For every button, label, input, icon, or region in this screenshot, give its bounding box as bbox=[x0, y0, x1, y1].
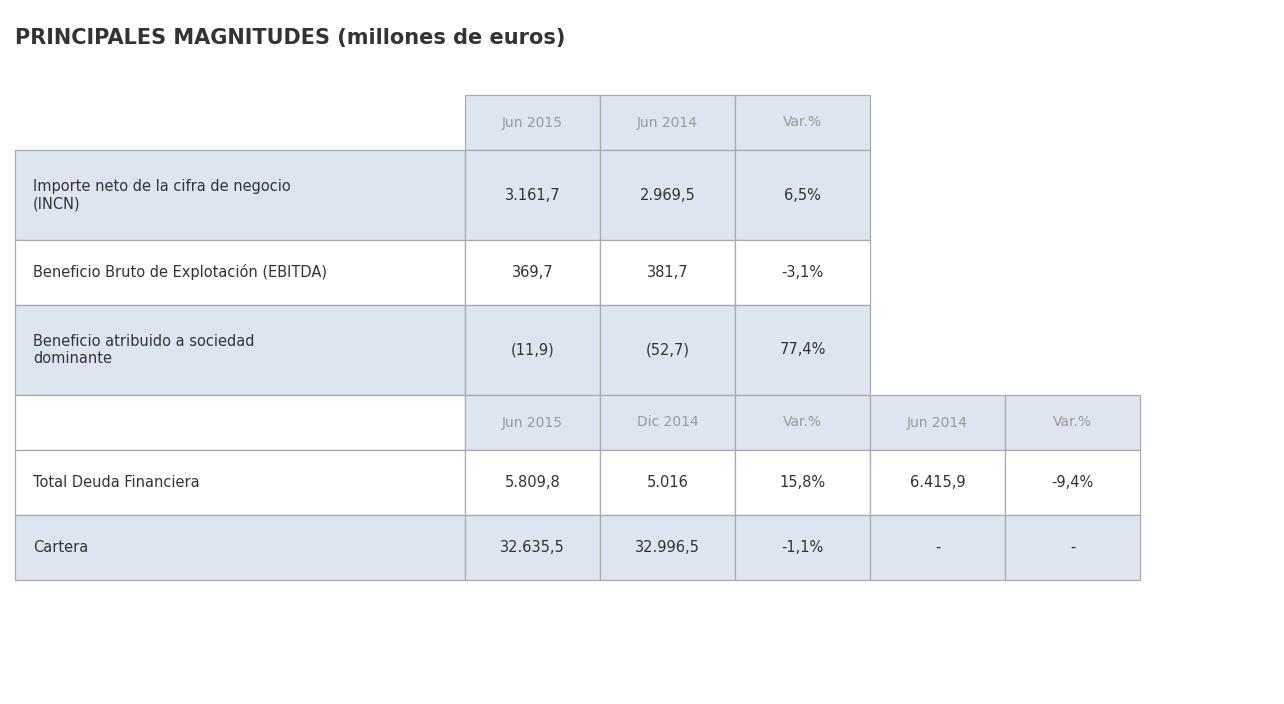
Text: Jun 2015: Jun 2015 bbox=[502, 115, 562, 130]
Text: 381,7: 381,7 bbox=[647, 265, 688, 280]
Text: Beneficio atribuido a sociedad
dominante: Beneficio atribuido a sociedad dominante bbox=[33, 334, 254, 366]
Text: (11,9): (11,9) bbox=[511, 343, 555, 358]
Bar bbox=[600, 95, 734, 150]
Bar bbox=[465, 240, 600, 305]
Text: 6,5%: 6,5% bbox=[785, 187, 820, 203]
Bar bbox=[465, 150, 600, 240]
Bar bbox=[600, 305, 734, 395]
Text: Jun 2014: Jun 2014 bbox=[907, 415, 968, 429]
Bar bbox=[600, 395, 734, 450]
Bar bbox=[15, 395, 465, 450]
Bar bbox=[465, 450, 600, 515]
Bar bbox=[734, 95, 871, 150]
Text: Jun 2014: Jun 2014 bbox=[637, 115, 698, 130]
Text: Var.%: Var.% bbox=[1053, 415, 1091, 429]
Bar bbox=[734, 450, 871, 515]
Bar bbox=[734, 395, 871, 450]
Text: Cartera: Cartera bbox=[33, 540, 89, 555]
Text: 3.161,7: 3.161,7 bbox=[505, 187, 560, 203]
Text: 5.809,8: 5.809,8 bbox=[505, 475, 560, 490]
Text: Total Deuda Financiera: Total Deuda Financiera bbox=[33, 475, 199, 490]
Bar bbox=[600, 515, 734, 580]
Text: -3,1%: -3,1% bbox=[782, 265, 823, 280]
Bar bbox=[1005, 515, 1140, 580]
Text: Var.%: Var.% bbox=[783, 415, 822, 429]
Bar bbox=[465, 305, 600, 395]
Bar bbox=[871, 395, 1005, 450]
Text: -9,4%: -9,4% bbox=[1052, 475, 1094, 490]
Text: Dic 2014: Dic 2014 bbox=[637, 415, 698, 429]
Text: (52,7): (52,7) bbox=[646, 343, 690, 358]
Bar bbox=[1005, 450, 1140, 515]
Bar bbox=[734, 150, 871, 240]
Text: Jun 2015: Jun 2015 bbox=[502, 415, 562, 429]
Text: 5.016: 5.016 bbox=[647, 475, 688, 490]
Bar bbox=[15, 305, 465, 395]
Bar bbox=[15, 515, 465, 580]
Bar bbox=[734, 240, 871, 305]
Text: Importe neto de la cifra de negocio
(INCN): Importe neto de la cifra de negocio (INC… bbox=[33, 179, 290, 211]
Text: 6.415,9: 6.415,9 bbox=[909, 475, 966, 490]
Text: 77,4%: 77,4% bbox=[779, 343, 826, 358]
Bar bbox=[465, 395, 600, 450]
Bar bbox=[15, 450, 465, 515]
Bar bbox=[15, 240, 465, 305]
Text: -: - bbox=[1070, 540, 1075, 555]
Text: 32.635,5: 32.635,5 bbox=[501, 540, 565, 555]
Bar bbox=[465, 515, 600, 580]
Text: PRINCIPALES MAGNITUDES (millones de euros): PRINCIPALES MAGNITUDES (millones de euro… bbox=[15, 28, 565, 48]
Bar bbox=[734, 515, 871, 580]
Bar bbox=[600, 150, 734, 240]
Bar bbox=[871, 515, 1005, 580]
Bar bbox=[15, 150, 465, 240]
Text: -: - bbox=[935, 540, 940, 555]
Text: 2.969,5: 2.969,5 bbox=[639, 187, 696, 203]
Text: -1,1%: -1,1% bbox=[782, 540, 823, 555]
Bar bbox=[734, 305, 871, 395]
Text: 15,8%: 15,8% bbox=[779, 475, 826, 490]
Text: 369,7: 369,7 bbox=[512, 265, 553, 280]
Bar bbox=[871, 450, 1005, 515]
Bar bbox=[1005, 395, 1140, 450]
Bar bbox=[465, 95, 600, 150]
Text: Var.%: Var.% bbox=[783, 115, 822, 130]
Bar bbox=[600, 240, 734, 305]
Bar bbox=[600, 450, 734, 515]
Text: Beneficio Bruto de Explotación (EBITDA): Beneficio Bruto de Explotación (EBITDA) bbox=[33, 265, 327, 280]
Text: 32.996,5: 32.996,5 bbox=[636, 540, 700, 555]
